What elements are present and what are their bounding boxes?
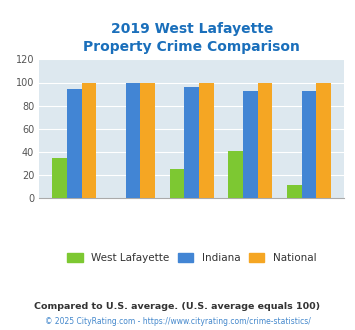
Text: © 2025 CityRating.com - https://www.cityrating.com/crime-statistics/: © 2025 CityRating.com - https://www.city… — [45, 317, 310, 326]
Bar — [140, 82, 155, 198]
Legend: West Lafayette, Indiana, National: West Lafayette, Indiana, National — [67, 253, 316, 263]
Bar — [67, 89, 82, 198]
Bar — [302, 91, 316, 198]
Bar — [228, 150, 243, 198]
Bar — [170, 169, 184, 198]
Bar — [258, 82, 272, 198]
Bar — [126, 82, 140, 198]
Bar — [316, 82, 331, 198]
Bar — [184, 87, 199, 198]
Title: 2019 West Lafayette
Property Crime Comparison: 2019 West Lafayette Property Crime Compa… — [83, 22, 300, 54]
Text: Compared to U.S. average. (U.S. average equals 100): Compared to U.S. average. (U.S. average … — [34, 302, 321, 311]
Bar — [82, 82, 96, 198]
Bar — [243, 91, 258, 198]
Bar — [287, 185, 302, 198]
Bar — [199, 82, 214, 198]
Bar — [52, 158, 67, 198]
